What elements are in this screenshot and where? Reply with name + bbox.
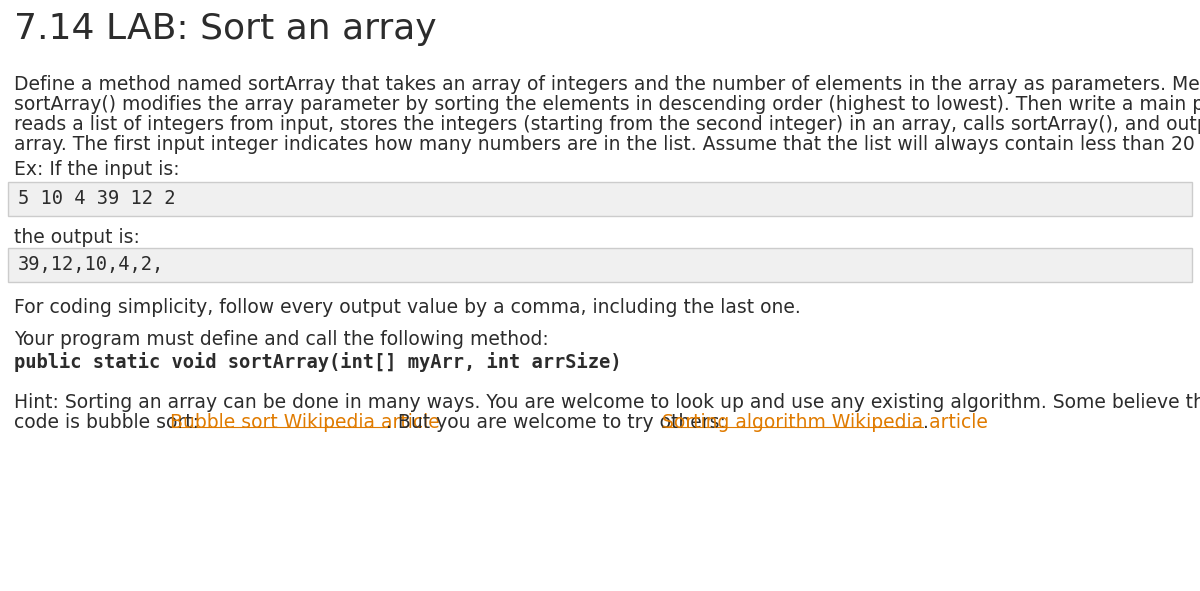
Text: Ex: If the input is:: Ex: If the input is:	[14, 160, 180, 179]
Text: Your program must define and call the following method:: Your program must define and call the fo…	[14, 330, 548, 349]
Text: public static void sortArray(int[] myArr, int arrSize): public static void sortArray(int[] myArr…	[14, 352, 622, 372]
Text: For coding simplicity, follow every output value by a comma, including the last : For coding simplicity, follow every outp…	[14, 298, 800, 317]
Text: 7.14 LAB: Sort an array: 7.14 LAB: Sort an array	[14, 12, 437, 46]
Text: . But you are welcome to try others:: . But you are welcome to try others:	[386, 413, 732, 432]
Text: Bubble sort Wikipedia article: Bubble sort Wikipedia article	[170, 413, 440, 432]
Text: code is bubble sort:: code is bubble sort:	[14, 413, 205, 432]
Text: 39,12,10,4,2,: 39,12,10,4,2,	[18, 255, 164, 274]
FancyBboxPatch shape	[8, 182, 1192, 216]
Text: Sorting algorithm Wikipedia article: Sorting algorithm Wikipedia article	[662, 413, 988, 432]
Text: array. The first input integer indicates how many numbers are in the list. Assum: array. The first input integer indicates…	[14, 135, 1200, 154]
Text: reads a list of integers from input, stores the integers (starting from the seco: reads a list of integers from input, sto…	[14, 115, 1200, 134]
Text: sortArray() modifies the array parameter by sorting the elements in descending o: sortArray() modifies the array parameter…	[14, 95, 1200, 114]
Text: Hint: Sorting an array can be done in many ways. You are welcome to look up and : Hint: Sorting an array can be done in ma…	[14, 393, 1200, 412]
Text: .: .	[923, 413, 929, 432]
FancyBboxPatch shape	[8, 248, 1192, 282]
Text: 5 10 4 39 12 2: 5 10 4 39 12 2	[18, 189, 175, 208]
Text: the output is:: the output is:	[14, 228, 140, 247]
Text: Define a method named sortArray that takes an array of integers and the number o: Define a method named sortArray that tak…	[14, 75, 1200, 94]
